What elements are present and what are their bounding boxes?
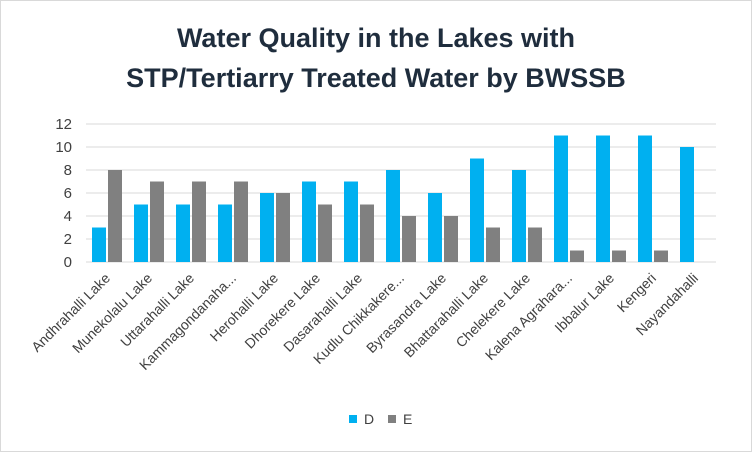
bar-E-8 (444, 216, 458, 262)
y-tick-label: 0 (64, 254, 72, 271)
bar-E-13 (654, 250, 668, 262)
bar-E-3 (234, 181, 248, 262)
bar-D-10 (512, 170, 526, 262)
legend-swatch-E (388, 415, 396, 423)
y-tick-label: 6 (64, 185, 72, 202)
bar-E-4 (276, 193, 290, 262)
chart-title-line-1: Water Quality in the Lakes with (176, 23, 576, 53)
bar-D-6 (344, 181, 358, 262)
bar-D-1 (134, 204, 148, 262)
bar-D-13 (638, 135, 652, 262)
bar-D-8 (428, 193, 442, 262)
chart-title-line-2: STP/Tertiarry Treated Water by BWSSB (126, 63, 626, 93)
y-tick-label: 4 (64, 208, 72, 225)
y-tick-label: 2 (64, 231, 72, 248)
bar-D-7 (386, 170, 400, 262)
y-tick-label: 12 (55, 116, 72, 133)
y-axis-ticks: 0 2 4 6 8 10 12 (55, 116, 72, 271)
bar-E-5 (318, 204, 332, 262)
legend-swatch-D (349, 415, 357, 423)
bar-D-11 (554, 135, 568, 262)
bar-E-2 (192, 181, 206, 262)
y-tick-label: 10 (55, 139, 72, 156)
bar-D-14 (680, 147, 694, 262)
bar-E-12 (612, 250, 626, 262)
bar-D-4 (260, 193, 274, 262)
bar-E-11 (570, 250, 584, 262)
x-category-label: Dhorekere Lake (241, 270, 323, 352)
bar-D-0 (92, 227, 106, 262)
x-category-label: Uttarahalli Lake (117, 270, 197, 350)
legend-label-E: E (403, 411, 412, 427)
legend-label-D: D (364, 411, 374, 427)
y-tick-label: 8 (64, 162, 72, 179)
bars (92, 135, 694, 262)
bar-E-7 (402, 216, 416, 262)
bar-D-3 (218, 204, 232, 262)
bar-D-2 (176, 204, 190, 262)
bar-E-0 (108, 170, 122, 262)
bar-E-6 (360, 204, 374, 262)
bar-D-9 (470, 158, 484, 262)
bar-E-9 (486, 227, 500, 262)
bar-D-5 (302, 181, 316, 262)
bar-D-12 (596, 135, 610, 262)
x-category-label: Chelekere Lake (452, 270, 533, 351)
gridlines (86, 123, 716, 263)
bar-E-10 (528, 227, 542, 262)
bar-E-1 (150, 181, 164, 262)
